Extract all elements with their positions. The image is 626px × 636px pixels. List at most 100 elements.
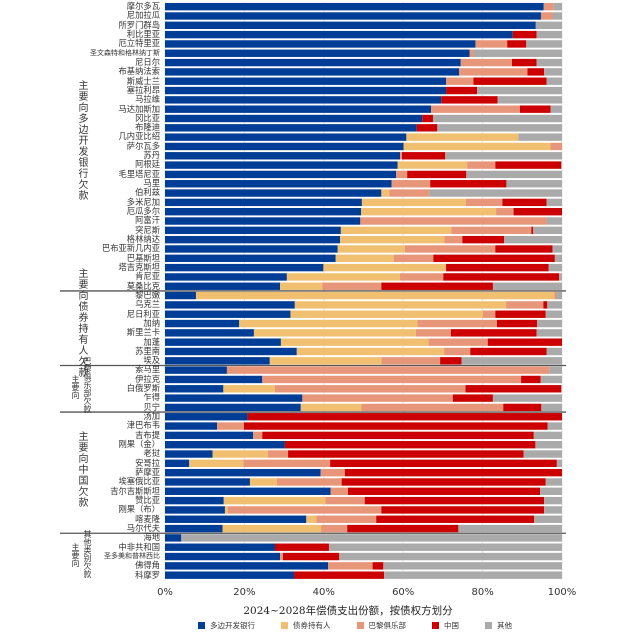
bar-segment-中国 xyxy=(294,571,385,579)
bar-segment-债券持有人 xyxy=(223,496,326,505)
bar-segment-巴黎俱乐部 xyxy=(444,235,463,244)
bar-segment-巴黎俱乐部 xyxy=(465,198,503,207)
bar-segment-巴黎俱乐部 xyxy=(253,431,263,440)
row-label: 巴布亚新几内亚 xyxy=(101,243,160,254)
x-tick-label: 60% xyxy=(392,587,415,598)
bar-segment-巴黎俱乐部 xyxy=(381,357,441,365)
row-label: 汤加 xyxy=(143,411,160,422)
row-label: 厄立特里亚 xyxy=(118,38,161,49)
bar-segment-巴黎俱乐部 xyxy=(328,562,373,570)
bar-segment-多边开发银行 xyxy=(165,226,341,235)
bar-segment-其他 xyxy=(549,366,562,374)
bar-segment-其他 xyxy=(492,394,562,402)
bar-segment-巴黎俱乐部 xyxy=(415,329,451,337)
bar-segment-其他 xyxy=(561,385,562,393)
bar-segment-多边开发银行 xyxy=(165,319,240,328)
bar-segment-多边开发银行 xyxy=(165,329,254,337)
bar-segment-多边开发银行 xyxy=(165,301,295,309)
bar-segment-巴黎俱乐部 xyxy=(446,77,474,85)
legend-swatch xyxy=(485,622,492,629)
bar-segment-多边开发银行 xyxy=(165,161,398,169)
row-label: 安哥拉 xyxy=(135,457,160,468)
bar-segment-多边开发银行 xyxy=(165,58,461,67)
bar-segment-其他 xyxy=(181,534,563,542)
row-label: 加蓬 xyxy=(143,336,160,347)
bar-segment-巴黎俱乐部 xyxy=(389,189,430,197)
row-label: 伯利兹 xyxy=(135,187,160,198)
bar-segment-巴黎俱乐部 xyxy=(391,180,431,188)
bar-segment-中国 xyxy=(344,468,562,477)
bar-segment-中国 xyxy=(376,515,535,523)
bar-segment-巴黎俱乐部 xyxy=(330,487,349,495)
bar-segment-中国 xyxy=(543,301,548,309)
bar-segment-中国 xyxy=(503,403,542,412)
bar-segment-债券持有人 xyxy=(340,226,452,235)
group-label: 巴黎俱乐部欠款 xyxy=(83,357,92,414)
row-label: 塔吉克斯坦 xyxy=(118,261,161,272)
bar-segment-其他 xyxy=(535,441,562,449)
bar-segment-巴黎俱乐部 xyxy=(320,468,345,477)
bar-segment-中国 xyxy=(527,68,545,76)
bar-segment-其他 xyxy=(535,21,562,29)
bar-segment-巴黎俱乐部 xyxy=(428,338,488,346)
row-label: 尼日利亚 xyxy=(126,308,160,319)
bar-segment-多边开发银行 xyxy=(165,77,447,85)
row-label: 冈比亚 xyxy=(135,112,160,123)
bar-segment-债券持有人 xyxy=(335,254,394,262)
bar-segment-巴黎俱乐部 xyxy=(360,217,547,225)
bar-segment-债券持有人 xyxy=(195,291,555,300)
bar-segment-债券持有人 xyxy=(222,524,322,533)
group-label: 其他类别欠款 xyxy=(83,529,92,578)
bar-segment-巴黎俱乐部 xyxy=(400,152,403,160)
bar-segment-巴黎俱乐部 xyxy=(404,245,496,253)
bar-segment-中国 xyxy=(443,273,560,281)
row-label: 伊拉克 xyxy=(135,373,160,384)
bar-segment-其他 xyxy=(559,273,562,281)
bar-segment-巴黎俱乐部 xyxy=(459,68,528,76)
row-label: 萨摩亚 xyxy=(135,467,160,477)
bar-segment-其他 xyxy=(536,58,562,67)
bar-segment-多边开发银行 xyxy=(165,459,190,468)
bar-segment-巴黎俱乐部 xyxy=(506,301,544,309)
bar-segment-多边开发银行 xyxy=(165,357,270,365)
bar-segment-其他 xyxy=(541,403,562,412)
bar-segment-其他 xyxy=(550,105,562,113)
bar-segment-多边开发银行 xyxy=(165,385,224,393)
bar-segment-多边开发银行 xyxy=(165,291,196,300)
bar-segment-多边开发银行 xyxy=(165,49,470,57)
group-label-prefix: 主要向 xyxy=(71,543,80,568)
bar-segment-中国 xyxy=(473,77,547,85)
bar-segment-多边开发银行 xyxy=(165,515,307,523)
bar-segment-中国 xyxy=(513,208,562,216)
bar-segment-巴黎俱乐部 xyxy=(276,478,342,486)
bar-segment-中国 xyxy=(402,152,446,160)
bar-segment-巴黎俱乐部 xyxy=(430,105,520,113)
row-label: 萨尔瓦多 xyxy=(126,140,160,151)
bar-segment-其他 xyxy=(328,543,562,551)
bar-segment-多边开发银行 xyxy=(165,40,476,48)
bar-segment-债券持有人 xyxy=(189,459,244,468)
bar-segment-中国 xyxy=(247,413,563,421)
bar-segment-多边开发银行 xyxy=(165,403,301,412)
bar-segment-中国 xyxy=(495,245,553,253)
bar-segment-巴黎俱乐部 xyxy=(217,422,245,430)
legend-label: 多边开发银行 xyxy=(210,621,255,630)
bar-segment-其他 xyxy=(384,571,562,579)
bar-segment-多边开发银行 xyxy=(165,124,417,132)
bar-segment-多边开发银行 xyxy=(165,254,336,262)
x-tick-label: 80% xyxy=(471,587,494,598)
bar-segment-中国 xyxy=(348,487,541,495)
bar-segment-中国 xyxy=(433,254,555,262)
bar-segment-多边开发银行 xyxy=(165,152,401,160)
bar-segment-巴黎俱乐部 xyxy=(361,403,504,412)
bar-segment-多边开发银行 xyxy=(165,562,329,570)
bar-segment-多边开发银行 xyxy=(165,534,182,542)
bar-segment-其他 xyxy=(534,515,562,523)
bar-segment-多边开发银行 xyxy=(165,422,218,430)
bar-segment-巴黎俱乐部 xyxy=(496,208,514,216)
bar-segment-中国 xyxy=(519,105,551,113)
bar-segment-多边开发银行 xyxy=(165,468,321,477)
bar-segment-巴黎俱乐部 xyxy=(550,142,562,151)
bar-segment-中国 xyxy=(441,96,498,104)
bar-segment-其他 xyxy=(536,319,562,328)
